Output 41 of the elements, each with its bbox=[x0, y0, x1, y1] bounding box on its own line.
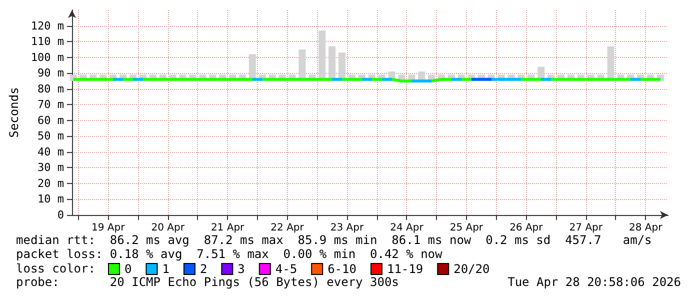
x-tick-label: 22 Apr bbox=[270, 222, 305, 234]
y-tick-label: 80 m bbox=[38, 82, 64, 96]
legend-label: 2 bbox=[200, 262, 208, 276]
x-tick-label: 23 Apr bbox=[330, 222, 364, 234]
y-tick-label: 10 m bbox=[38, 192, 64, 206]
y-tick-label: 40 m bbox=[38, 145, 64, 158]
bar bbox=[298, 49, 306, 81]
x-tick-label: 27 Apr bbox=[569, 222, 604, 234]
text: probe: 20 ICMP Echo Pings (56 Bytes) every 300s bbox=[16, 275, 399, 289]
y-tick-label: 50 m bbox=[38, 130, 64, 143]
y-tick-label: 70 m bbox=[38, 98, 64, 112]
bar bbox=[328, 46, 336, 81]
legend-label: 1 bbox=[162, 262, 170, 276]
bar bbox=[607, 46, 614, 81]
legend-label: 4-5 bbox=[275, 262, 298, 276]
x-tick-label: 21 Apr bbox=[210, 222, 246, 234]
text: median rtt: 86.2 ms avg 87.2 ms max 85.9 ms min 86.1 ms now 0.2 ms sd 457.7 am/s bbox=[16, 233, 652, 247]
x-tick-label: 20 Apr bbox=[151, 222, 186, 234]
y-tick-label: 120 m bbox=[30, 19, 64, 32]
legend-label: 11-19 bbox=[386, 262, 424, 276]
y-axis-title: Seconds bbox=[7, 87, 21, 138]
y-tick-label: 110 m bbox=[30, 35, 64, 48]
legend-label: 0 bbox=[124, 262, 132, 276]
y-tick-label: 0 bbox=[57, 208, 64, 222]
x-tick-label: 25 Apr bbox=[450, 222, 484, 234]
bar bbox=[318, 30, 326, 81]
y-tick-label: 60 m bbox=[38, 114, 64, 127]
legend-label: 3 bbox=[238, 262, 245, 276]
legend-title: loss color: bbox=[16, 262, 96, 276]
y-tick-label: 100 m bbox=[30, 50, 64, 64]
legend-label: 6-10 bbox=[328, 262, 356, 276]
x-tick-label: 24 Apr bbox=[390, 222, 424, 234]
y-tick-label: 20 m bbox=[38, 176, 64, 190]
y-tick-label: 30 m bbox=[38, 161, 64, 174]
legend-label: 20/20 bbox=[454, 262, 490, 276]
x-tick-label: 26 Apr bbox=[510, 222, 544, 234]
text: Tue Apr 28 20:58:06 2026 bbox=[508, 275, 681, 289]
x-tick-label: 28 Apr bbox=[629, 222, 664, 234]
text: packet loss: 0.18 % avg 7.51 % max 0.00 % min 0.42 % now bbox=[16, 247, 444, 261]
y-tick-label: 90 m bbox=[38, 66, 64, 80]
x-tick-label: 19 Apr bbox=[91, 222, 126, 234]
